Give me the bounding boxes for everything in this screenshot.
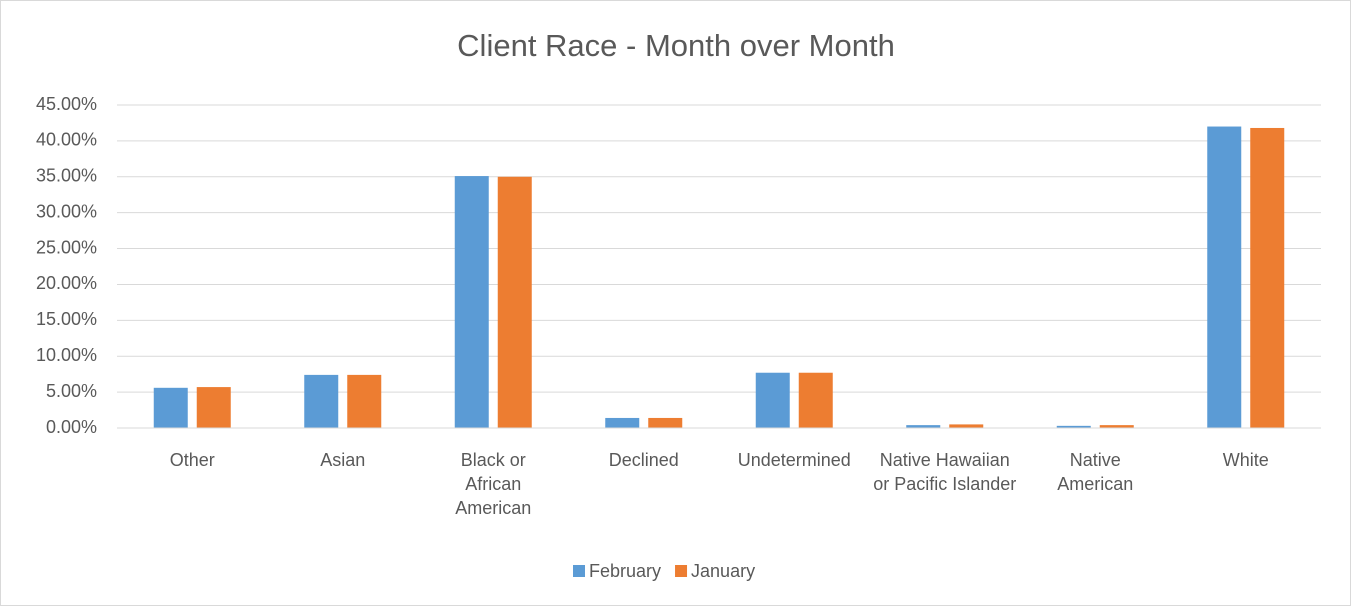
- x-tick-label: Undetermined: [737, 450, 851, 470]
- bar: [1056, 425, 1091, 428]
- bar: [605, 417, 640, 428]
- x-tick-label: White: [1222, 450, 1269, 470]
- bar: [1250, 127, 1285, 429]
- y-tick-label: 10.00%: [36, 345, 97, 365]
- bar: [1099, 425, 1134, 428]
- bar: [304, 374, 339, 428]
- bar: [153, 387, 188, 428]
- x-tick-label: Native Hawaiian or Pacific Islander: [873, 450, 1017, 494]
- bar: [648, 417, 683, 428]
- bar: [454, 176, 489, 428]
- y-tick-label: 35.00%: [36, 166, 97, 186]
- legend-label: February: [589, 561, 661, 581]
- legend-swatch: [675, 565, 688, 577]
- x-tick-label: Native American: [1057, 450, 1134, 494]
- legend-swatch: [573, 565, 585, 577]
- y-tick-label: 40.00%: [36, 130, 97, 150]
- y-tick-label: 20.00%: [36, 273, 97, 293]
- y-tick-label: 5.00%: [46, 381, 97, 401]
- x-tick-label: Asian: [320, 450, 366, 470]
- chart-title: Client Race - Month over Month: [457, 28, 895, 63]
- x-tick-label: Black or African American: [455, 450, 532, 518]
- y-tick-label: 25.00%: [36, 237, 97, 257]
- bar: [949, 424, 984, 428]
- x-tick-label: Other: [169, 450, 215, 470]
- y-tick-label: 30.00%: [36, 201, 97, 221]
- legend-label: January: [691, 561, 755, 581]
- bar: [798, 372, 833, 428]
- y-tick-label: 45.00%: [36, 94, 97, 114]
- bar: [497, 176, 532, 428]
- x-tick-label: Declined: [608, 450, 679, 470]
- bar: [1207, 126, 1242, 429]
- bar: [196, 387, 231, 428]
- y-tick-label: 15.00%: [36, 309, 97, 329]
- bar: [347, 374, 382, 428]
- y-tick-label: 0.00%: [46, 417, 97, 437]
- bar: [906, 425, 941, 428]
- bar: [755, 372, 790, 428]
